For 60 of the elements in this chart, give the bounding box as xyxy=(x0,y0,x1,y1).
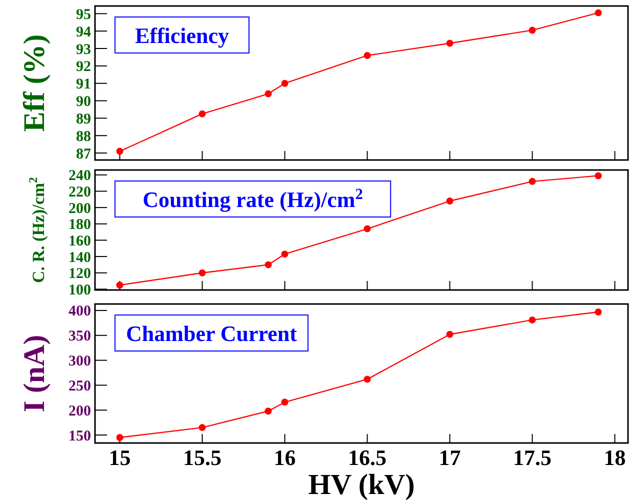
y-axis-title: Eff (%) xyxy=(18,34,51,132)
point xyxy=(198,110,206,118)
point xyxy=(264,408,272,415)
y-tick-label: 88 xyxy=(76,128,91,145)
y-tick-label: 350 xyxy=(68,328,91,345)
y-tick-label: 91 xyxy=(76,76,91,93)
y-tick-label: 100 xyxy=(68,282,91,298)
y-tick-label: 90 xyxy=(76,94,91,110)
point xyxy=(364,52,371,59)
point xyxy=(116,282,124,289)
x-tick-label: 16 xyxy=(274,445,296,470)
y-tick-label: 200 xyxy=(68,200,91,217)
y-axis-title: I (nA) xyxy=(18,334,51,412)
point xyxy=(281,398,288,406)
point xyxy=(198,424,206,432)
x-axis-title: HV (kV) xyxy=(308,469,415,501)
point xyxy=(528,178,536,185)
y-tick-label: 300 xyxy=(68,354,91,370)
y-tick-label: 93 xyxy=(76,42,91,58)
y-tick-label: 160 xyxy=(68,233,91,250)
point xyxy=(116,434,124,442)
point xyxy=(528,316,536,324)
point xyxy=(446,198,454,205)
x-tick-label: 15.5 xyxy=(183,445,222,470)
y-tick-label: 250 xyxy=(68,378,91,394)
y-tick-label: 220 xyxy=(68,184,91,200)
y-tick-label: 87 xyxy=(76,146,92,162)
point xyxy=(281,80,288,87)
point xyxy=(281,250,288,258)
y-tick-label: 95 xyxy=(76,6,91,23)
y-tick-label: 89 xyxy=(76,111,91,128)
y-tick-label: 140 xyxy=(68,250,91,266)
point xyxy=(364,225,371,232)
point xyxy=(594,172,602,180)
point xyxy=(594,308,602,316)
x-tick-label: 17.5 xyxy=(513,445,552,470)
x-tick-label: 15 xyxy=(108,445,131,470)
point xyxy=(364,376,371,383)
point xyxy=(446,40,454,47)
y-tick-label: 240 xyxy=(68,168,91,184)
y-tick-label: 200 xyxy=(68,403,91,420)
y-tick-label: 92 xyxy=(76,59,91,76)
x-tick-label: 17 xyxy=(438,445,461,470)
point xyxy=(198,269,206,276)
point xyxy=(116,148,124,155)
y-tick-label: 180 xyxy=(68,217,91,234)
text: Counting rate (Hz)/cm$^{2}$ xyxy=(142,186,364,212)
point xyxy=(264,261,272,268)
text: Chamber Current xyxy=(126,321,298,346)
x-tick-label: 16.5 xyxy=(348,445,387,470)
text: Efficiency xyxy=(134,23,230,48)
y-tick-label: 400 xyxy=(68,304,91,320)
point xyxy=(528,26,536,34)
y-tick-label: 120 xyxy=(68,266,91,282)
x-tick-label: 18 xyxy=(604,445,626,470)
point xyxy=(446,330,454,338)
y-tick-label: 94 xyxy=(76,24,92,40)
y-tick-label: 150 xyxy=(68,428,91,444)
point xyxy=(264,90,272,98)
point xyxy=(594,9,602,16)
